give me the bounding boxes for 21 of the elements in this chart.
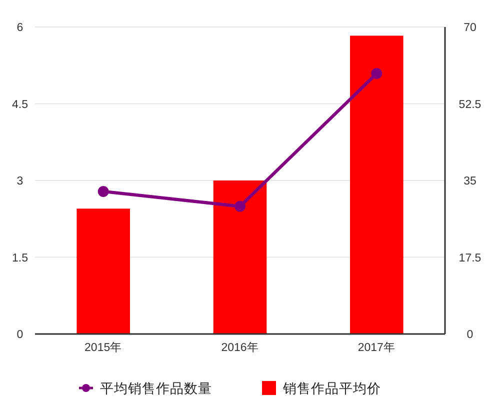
y-tick-label: 1.5 [12, 252, 28, 264]
x-tick-label: 2017年 [358, 341, 396, 354]
y-tick-label: 3 [16, 176, 24, 188]
y2-tick-label: 52.5 [458, 98, 482, 111]
point [371, 68, 382, 79]
y-tick-label: 4.5 [12, 98, 28, 111]
legend-label: 销售作品平均价 [282, 381, 381, 396]
x-tick-label: 2016年 [221, 341, 259, 354]
point [234, 200, 246, 212]
bar [213, 180, 267, 334]
y-tick-label: 6 [16, 22, 24, 34]
y-tick-label: 0 [16, 329, 24, 341]
legend-label: 平均销售作品数量 [100, 381, 212, 396]
y2-tick-label: 70 [464, 22, 476, 34]
y2-tick-label: 35 [464, 176, 476, 188]
y2-tick-label: 17.5 [458, 252, 482, 264]
x-tick-label: 2015年 [84, 341, 122, 354]
bar [350, 36, 404, 334]
y2-tick-label: 0 [466, 329, 474, 341]
point [98, 186, 109, 197]
bar [76, 208, 130, 334]
